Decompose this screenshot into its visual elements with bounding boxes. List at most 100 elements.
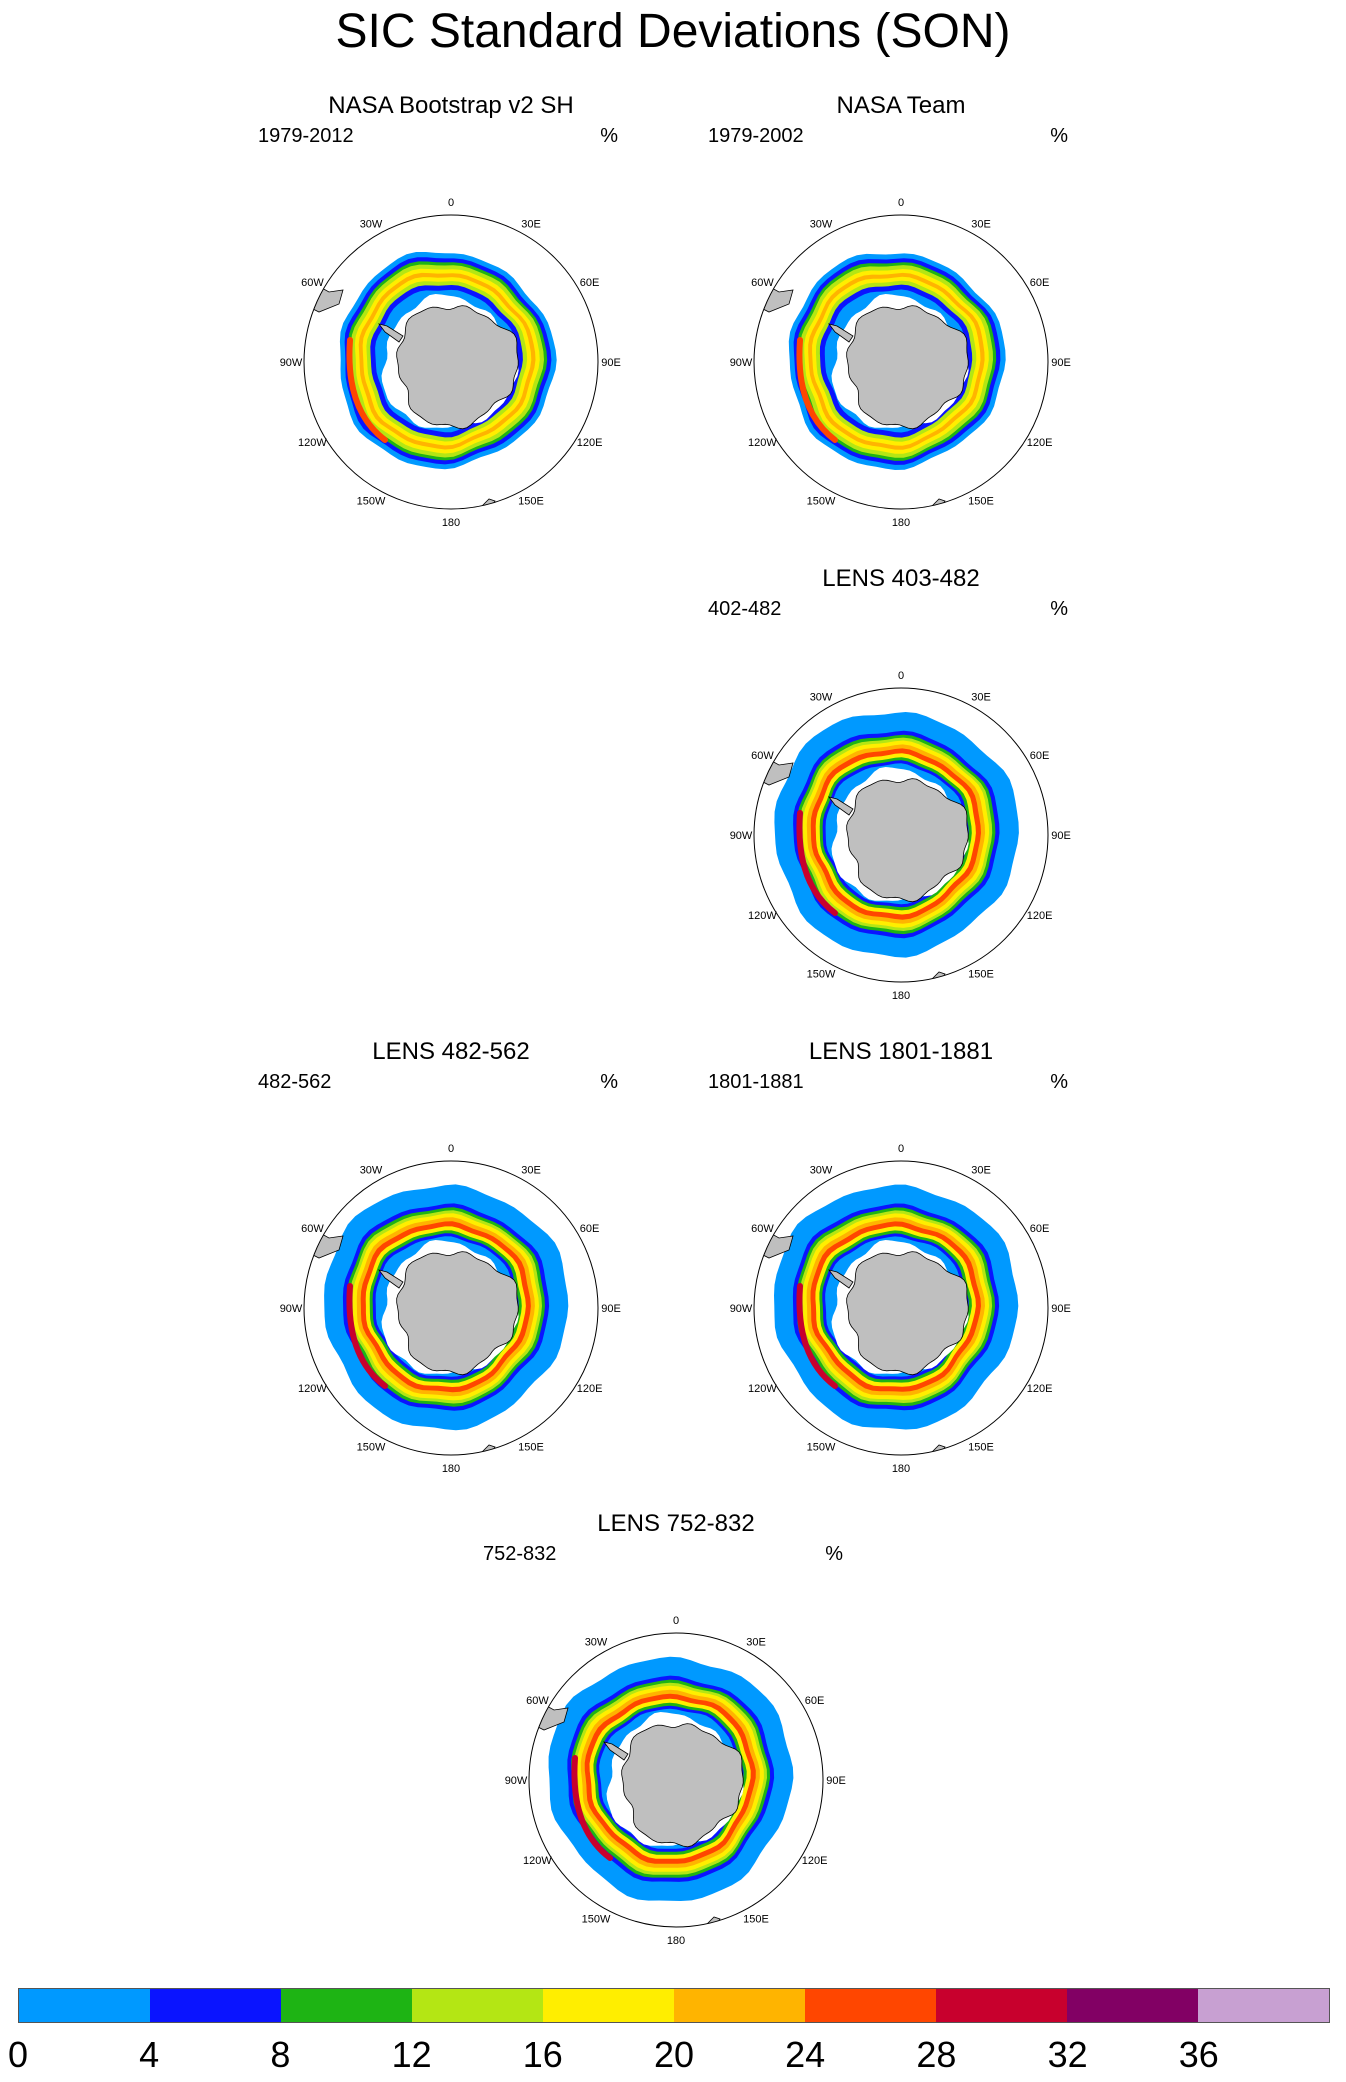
sea-ice-field bbox=[756, 1184, 1019, 1455]
longitude-label: 30W bbox=[585, 1636, 608, 1648]
antarctica-landmass bbox=[846, 1251, 969, 1376]
panel-unit-label: % bbox=[600, 1071, 618, 1093]
longitude-label: 150W bbox=[807, 969, 836, 981]
longitude-label: 60W bbox=[301, 1223, 324, 1235]
colorbar-segment bbox=[1198, 1989, 1329, 2022]
panel-unit-label: % bbox=[1050, 125, 1068, 147]
longitude-label: 60E bbox=[1030, 277, 1050, 289]
sea-ice-field bbox=[756, 253, 1006, 509]
map-boundary bbox=[528, 1632, 824, 1928]
colorbar-segment bbox=[1067, 1989, 1198, 2022]
longitude-label: 120E bbox=[1027, 437, 1053, 449]
colorbar-segment bbox=[936, 1989, 1067, 2022]
longitude-label: 180 bbox=[667, 1935, 685, 1947]
antarctic-peninsula bbox=[828, 323, 854, 343]
longitude-label: 60E bbox=[1030, 1223, 1050, 1235]
longitude-label: 90W bbox=[730, 830, 753, 842]
longitude-label: 120W bbox=[523, 1855, 552, 1867]
sea-ice-field bbox=[306, 1184, 569, 1455]
high-variability-band bbox=[346, 1283, 388, 1389]
sea-ice-field bbox=[756, 712, 1019, 982]
longitude-label: 0 bbox=[898, 197, 904, 209]
panel-title: NASA Team bbox=[836, 92, 966, 119]
longitude-label: 90W bbox=[730, 1303, 753, 1315]
longitude-label: 120E bbox=[1027, 1383, 1053, 1395]
longitude-label: 180 bbox=[892, 1463, 910, 1475]
panel-unit-label: % bbox=[825, 1543, 843, 1565]
longitude-label: 90W bbox=[730, 357, 753, 369]
colorbar-segment bbox=[150, 1989, 281, 2022]
panel-title: LENS 1801-1881 bbox=[808, 1038, 994, 1065]
figure-title: SIC Standard Deviations (SON) bbox=[335, 5, 1011, 58]
longitude-label: 120E bbox=[577, 437, 603, 449]
longitude-label: 30W bbox=[810, 1164, 833, 1176]
longitude-label: 150W bbox=[582, 1914, 611, 1926]
longitude-label: 60E bbox=[805, 1695, 825, 1707]
colorbar-tick-label: 0 bbox=[7, 2034, 29, 2075]
antarctic-peninsula bbox=[603, 1741, 629, 1761]
panel-unit-label: % bbox=[1050, 598, 1068, 620]
map-boundary bbox=[303, 1160, 599, 1456]
longitude-label: 0 bbox=[673, 1615, 679, 1627]
high-variability-band bbox=[796, 810, 838, 916]
antarctic-peninsula bbox=[378, 323, 404, 343]
longitude-label: 150E bbox=[968, 496, 994, 508]
map-panel-lens-1801-1881: 0 30E 60E 90E 120E 150E 180 150W 120W 90W 60W 30W L… bbox=[676, 1038, 1126, 1508]
longitude-label: 120W bbox=[298, 1383, 327, 1395]
longitude-label: 150W bbox=[807, 1442, 836, 1454]
panel-period-label: 482-562 bbox=[258, 1071, 332, 1093]
polar-map: 0 30E 60E 90E 120E 150E 180 150W 120W 90W 60W 30W bbox=[730, 197, 1071, 529]
longitude-label: 120E bbox=[802, 1855, 828, 1867]
longitude-label: 90E bbox=[826, 1775, 846, 1787]
map-panel-lens-403-482: 0 30E 60E 90E 120E 150E 180 150W 120W 90W 60W 30W L… bbox=[676, 565, 1126, 1035]
longitude-label: 90E bbox=[1051, 1303, 1071, 1315]
map-panel-nasa-team: 0 30E 60E 90E 120E 150E 180 150W 120W 90W 60W 30W N… bbox=[676, 92, 1126, 562]
longitude-label: 60W bbox=[751, 277, 774, 289]
map-panel-lens-482-562: 0 30E 60E 90E 120E 150E 180 150W 120W 90W 60W 30W L… bbox=[226, 1038, 676, 1508]
longitude-label: 120W bbox=[748, 437, 777, 449]
longitude-label: 150W bbox=[357, 496, 386, 508]
longitude-label: 60W bbox=[751, 750, 774, 762]
polar-map: 0 30E 60E 90E 120E 150E 180 150W 120W 90W 60W 30W bbox=[730, 670, 1071, 1002]
panel-period-label: 752-832 bbox=[483, 1543, 557, 1565]
antarctica-landmass bbox=[396, 305, 519, 430]
longitude-label: 90E bbox=[601, 357, 621, 369]
panel-unit-label: % bbox=[1050, 1071, 1068, 1093]
colorbar-segment bbox=[543, 1989, 674, 2022]
longitude-label: 180 bbox=[442, 1463, 460, 1475]
map-boundary bbox=[303, 214, 599, 510]
longitude-label: 30W bbox=[810, 691, 833, 703]
longitude-label: 0 bbox=[898, 1143, 904, 1155]
longitude-label: 120W bbox=[748, 1383, 777, 1395]
polar-map: 0 30E 60E 90E 120E 150E 180 150W 120W 90W 60W 30W bbox=[280, 1143, 621, 1475]
antarctic-peninsula bbox=[828, 796, 854, 816]
longitude-label: 60W bbox=[526, 1695, 549, 1707]
longitude-label: 60E bbox=[580, 1223, 600, 1235]
colorbar bbox=[18, 1988, 1330, 2023]
map-panel-lens-752-832: 0 30E 60E 90E 120E 150E 180 150W 120W 90W 60W 30W L… bbox=[451, 1510, 901, 1980]
longitude-label: 30E bbox=[521, 1164, 541, 1176]
colorbar-tick-label: 32 bbox=[1047, 2034, 1088, 2075]
panel-period-label: 1801-1881 bbox=[708, 1071, 804, 1093]
colorbar-tick-label: 20 bbox=[653, 2034, 695, 2075]
longitude-label: 120W bbox=[748, 910, 777, 922]
longitude-label: 0 bbox=[448, 197, 454, 209]
longitude-label: 30E bbox=[971, 218, 991, 230]
colorbar-tick-label: 36 bbox=[1178, 2034, 1219, 2075]
antarctica-landmass bbox=[846, 778, 969, 903]
longitude-label: 90E bbox=[1051, 830, 1071, 842]
antarctica-landmass bbox=[396, 1251, 519, 1376]
longitude-label: 0 bbox=[898, 670, 904, 682]
colorbar-tick-label: 8 bbox=[270, 2034, 291, 2075]
colorbar-tick-label: 12 bbox=[391, 2034, 432, 2075]
longitude-label: 150E bbox=[968, 969, 994, 981]
longitude-label: 150W bbox=[807, 496, 836, 508]
colorbar-segment bbox=[412, 1989, 543, 2022]
longitude-label: 90W bbox=[280, 357, 303, 369]
longitude-label: 180 bbox=[892, 517, 910, 529]
antarctica-landmass bbox=[846, 305, 969, 430]
longitude-label: 150E bbox=[518, 1442, 544, 1454]
longitude-label: 30E bbox=[971, 1164, 991, 1176]
colorbar-tick-label: 28 bbox=[916, 2034, 957, 2075]
longitude-label: 30E bbox=[746, 1636, 766, 1648]
